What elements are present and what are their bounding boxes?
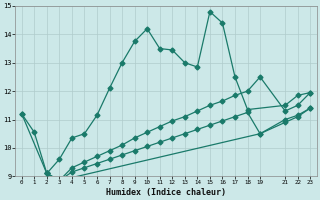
X-axis label: Humidex (Indice chaleur): Humidex (Indice chaleur) bbox=[106, 188, 226, 197]
